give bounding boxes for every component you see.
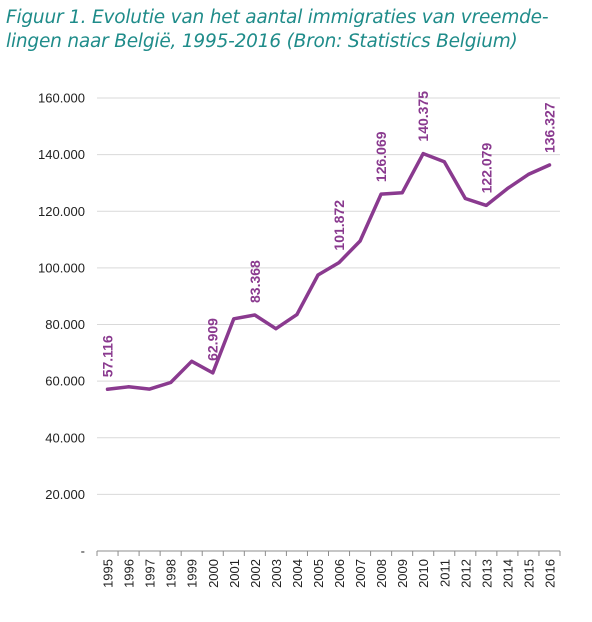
x-tick-label: 2008 [374,559,389,588]
x-tick-label: 1997 [143,559,158,588]
y-tick-label: 80.000 [45,317,85,332]
data-point [505,187,509,191]
x-tick-label: 2004 [290,559,305,588]
x-tick-label: 2013 [479,559,494,588]
x-tick-label: 1998 [164,559,179,588]
x-tick-label: 2015 [521,559,536,588]
data-label: 122.079 [478,143,494,194]
y-axis-tick-labels: - 20.000 40.000 60.000 80.000 100.000 120.000 1… [38,91,85,559]
data-labels: 57.116 62.909 83.368 101.872 126.069 140.375 1… [100,91,558,378]
data-point [337,261,341,265]
x-tick-label: 2006 [332,559,347,588]
data-point [274,327,278,331]
caption-line-2: lingen naar België, 1995-2016 (Bron: Sta… [6,31,518,52]
data-point [316,273,320,277]
y-tick-label: 40.000 [45,430,85,445]
x-tick-label: 2005 [311,559,326,588]
data-point [211,371,215,375]
y-tick-label: 140.000 [38,147,85,162]
x-tick-label: 2016 [542,559,557,588]
data-point [421,152,425,156]
figure-caption: Figuur 1. Evolutie van het aantal immigr… [6,6,586,54]
y-tick-label: 60.000 [45,374,85,389]
x-tick-label: 2007 [353,559,368,588]
x-tick-label: 1995 [101,559,116,588]
data-point [526,172,530,176]
y-tick-label: 20.000 [45,487,85,502]
data-label: 57.116 [100,335,116,377]
data-point [547,163,551,167]
y-tick-label: 120.000 [38,204,85,219]
x-tick-label: 2011 [437,559,452,587]
data-point [400,191,404,195]
x-axis-tick-labels: 1995 1996 1997 1998 1999 2000 2001 2002 2003 2004… [101,559,558,588]
x-tick-label: 1999 [185,559,200,588]
data-point [379,192,383,196]
y-tick-label: - [81,544,85,559]
series-group [105,151,552,392]
data-point [127,385,131,389]
x-tick-label: 2010 [416,559,431,588]
data-point [169,381,173,385]
data-point [442,160,446,164]
x-tick-label: 2000 [206,559,221,588]
x-tick-label: 2003 [269,559,284,588]
x-tick-label: 2014 [500,559,515,588]
data-label: 136.327 [541,102,557,153]
x-tick-label: 1996 [122,559,137,588]
data-label: 62.909 [205,318,221,361]
data-point [253,313,257,317]
x-tick-label: 2009 [395,559,410,588]
data-label: 126.069 [373,131,389,182]
data-point [190,359,194,363]
x-tick-label: 2012 [458,559,473,588]
axes [96,550,561,556]
data-point [106,387,110,391]
data-point [232,317,236,321]
x-tick-label: 2001 [227,559,242,588]
data-point [463,197,467,201]
data-point [295,313,299,317]
y-tick-label: 100.000 [38,260,85,275]
caption-line-1: Figuur 1. Evolutie van het aantal immigr… [6,7,549,28]
data-point [358,239,362,243]
data-point [484,203,488,207]
data-label: 140.375 [415,91,431,142]
data-label: 101.872 [331,200,347,251]
y-tick-label: 160.000 [38,91,85,106]
data-label: 83.368 [247,260,263,303]
series-line [105,151,552,392]
data-point [148,387,152,391]
x-tick-label: 2002 [248,559,263,588]
